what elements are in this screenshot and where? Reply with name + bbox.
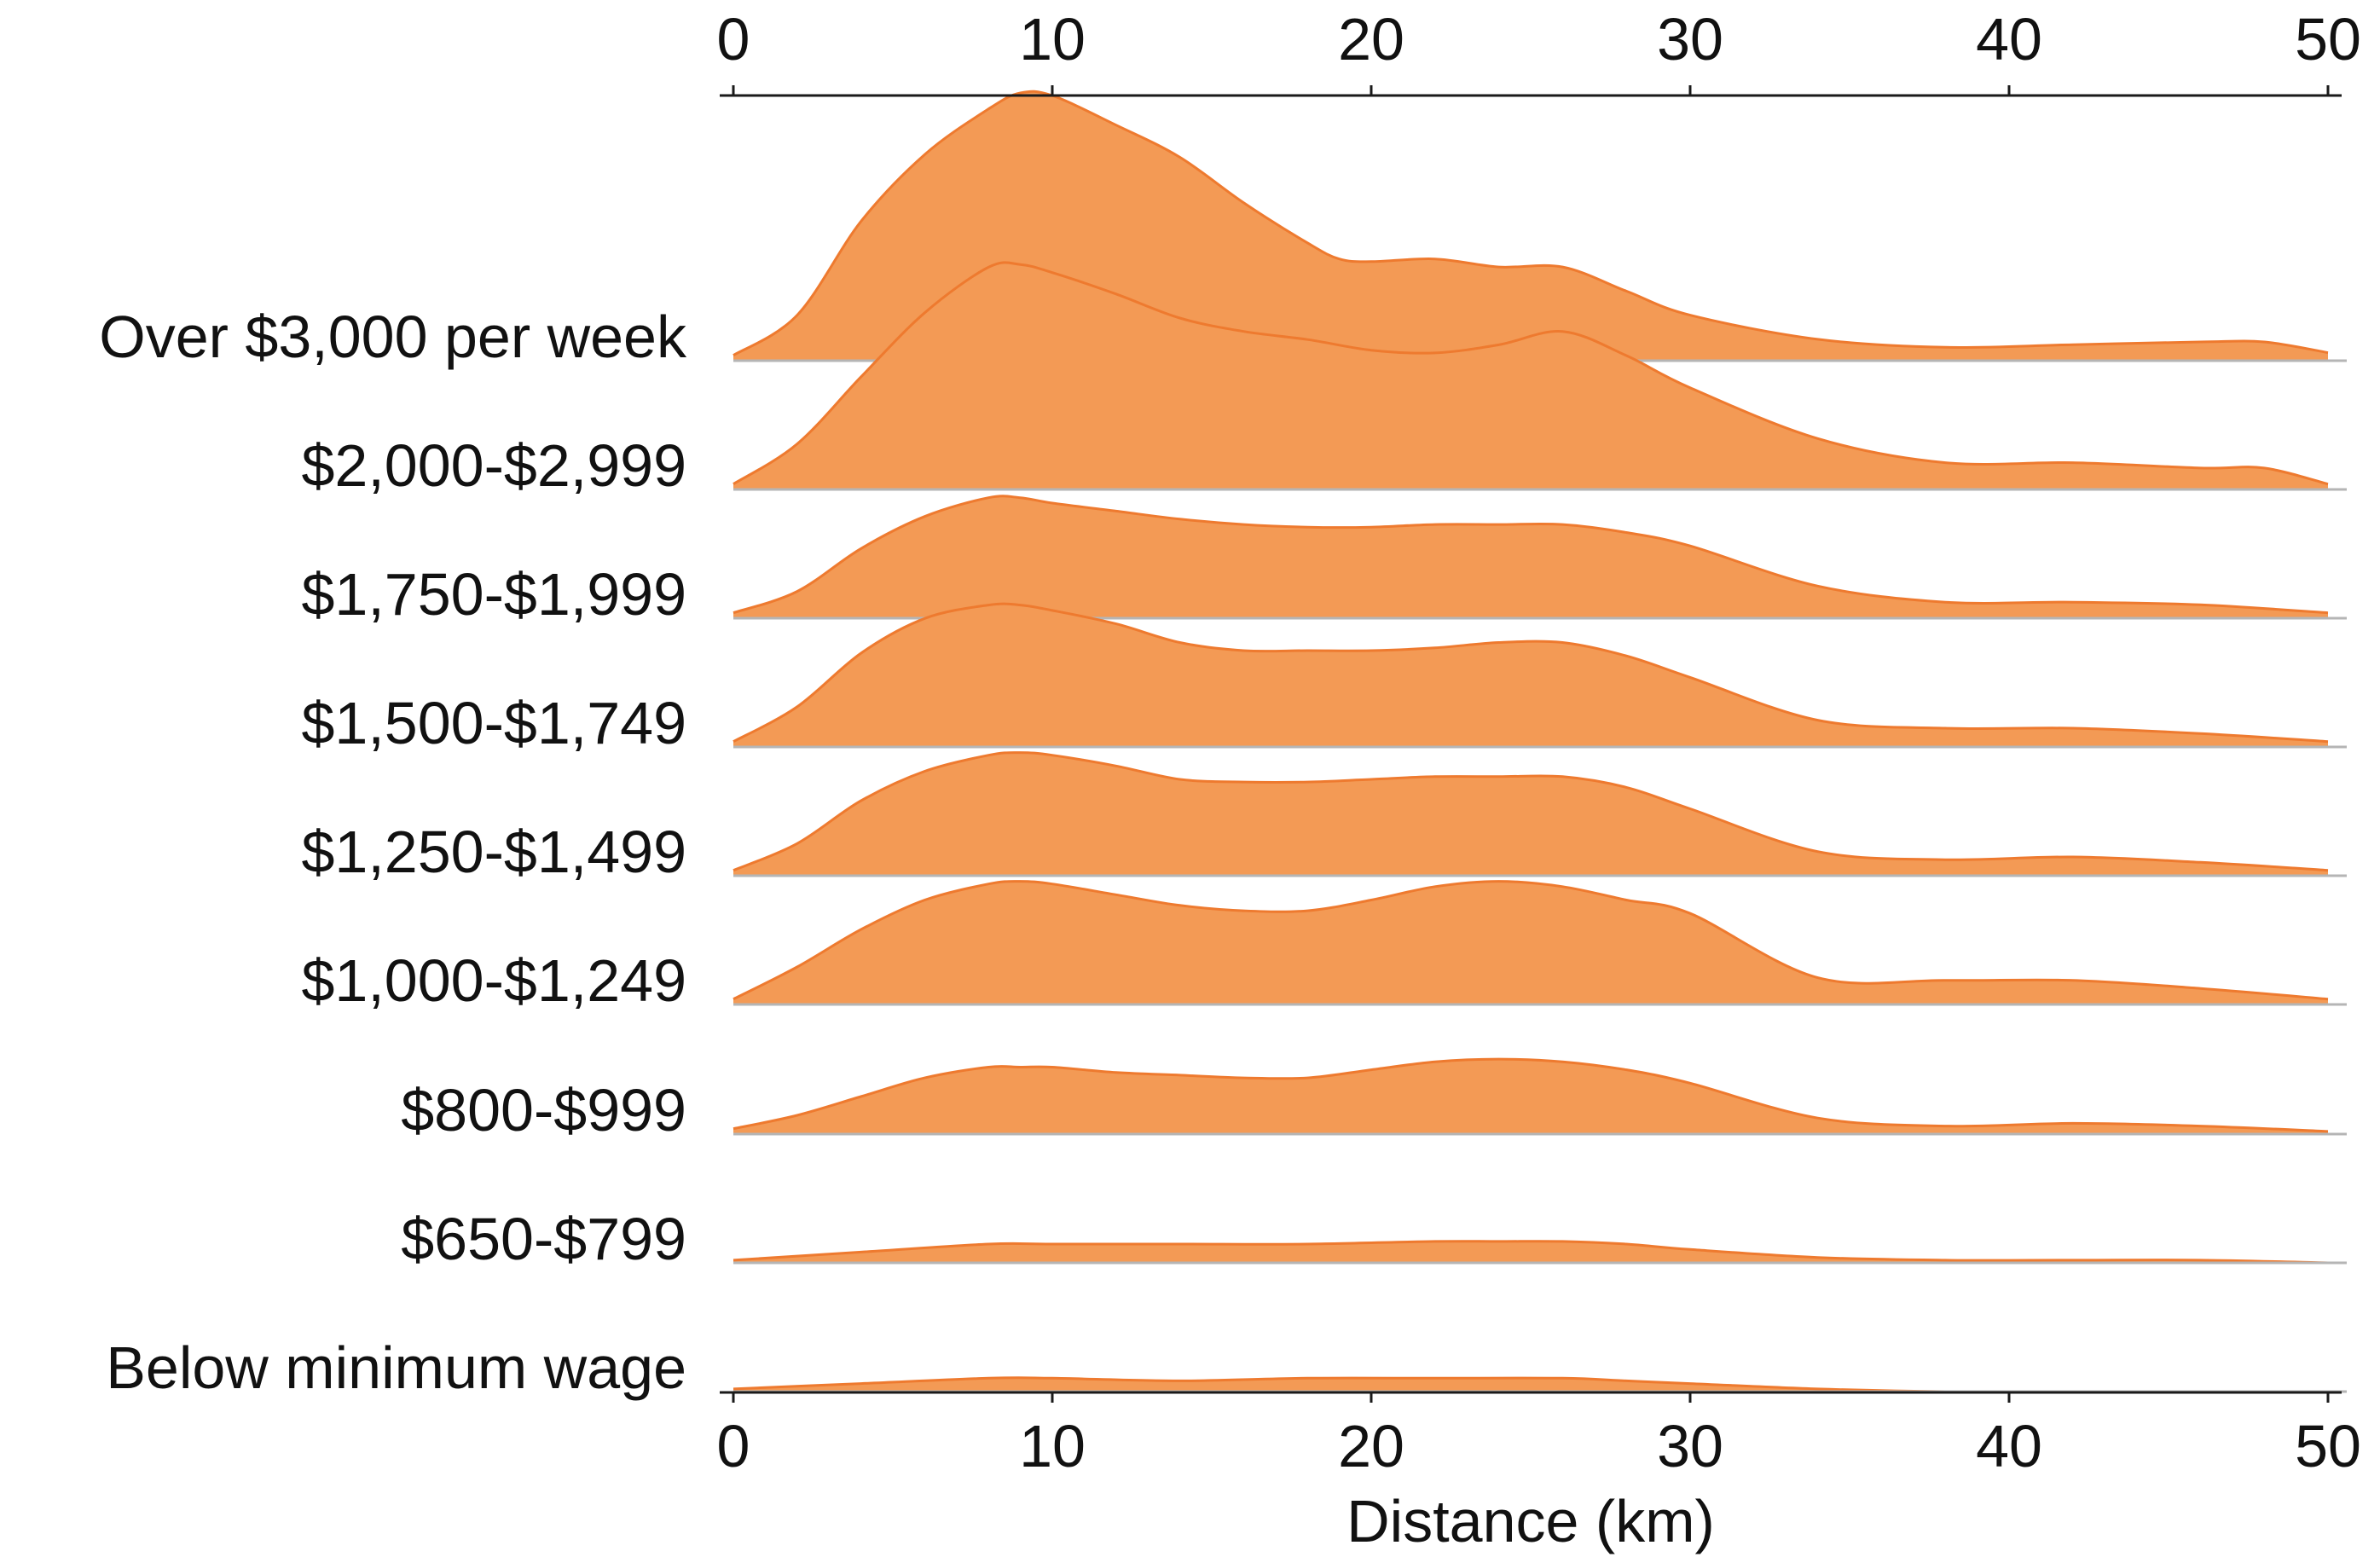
ridge-8 [733,1378,2347,1392]
ridge-5 [733,882,2347,1004]
row-label: $1,750-$1,999 [301,561,686,628]
tick-label: 0 [717,1413,750,1479]
tick-label: 20 [1338,1413,1404,1479]
ridge-4 [733,753,2347,876]
row-labels: Over $3,000 per week $2,000-$2,999 $1,750-… [99,304,687,1401]
row-label: Over $3,000 per week [99,304,687,370]
ridge-6 [733,1059,2347,1134]
ridges-layer [733,91,2347,1392]
tick-label: 40 [1976,1413,2042,1479]
ridge-area [733,496,2328,618]
top-x-axis: 0 10 20 30 40 50 [717,6,2361,96]
row-label: $1,500-$1,749 [301,690,686,756]
tick-label: 30 [1657,1413,1723,1479]
ridge-area [733,604,2328,747]
tick-label: 40 [1976,6,2042,72]
ridge-7 [733,1242,2347,1263]
row-label: $800-$999 [401,1077,686,1143]
tick-label: 30 [1657,6,1723,72]
ridge-area [733,882,2328,1004]
row-label: $650-$799 [401,1206,686,1272]
tick-label: 10 [1019,6,1086,72]
bottom-x-axis: 0 10 20 30 40 50 [717,1392,2361,1479]
row-label: $1,000-$1,249 [301,947,686,1014]
ridge-3 [733,604,2347,747]
ridge-2 [733,496,2347,618]
tick-label: 50 [2295,1413,2361,1479]
tick-label: 20 [1338,6,1404,72]
row-label: Below minimum wage [106,1334,686,1401]
tick-label: 10 [1019,1413,1086,1479]
row-label: $1,250-$1,499 [301,819,686,885]
row-label: $2,000-$2,999 [301,432,686,499]
tick-label: 0 [717,6,750,72]
tick-label: 50 [2295,6,2361,72]
x-axis-title: Distance (km) [1346,1488,1715,1554]
